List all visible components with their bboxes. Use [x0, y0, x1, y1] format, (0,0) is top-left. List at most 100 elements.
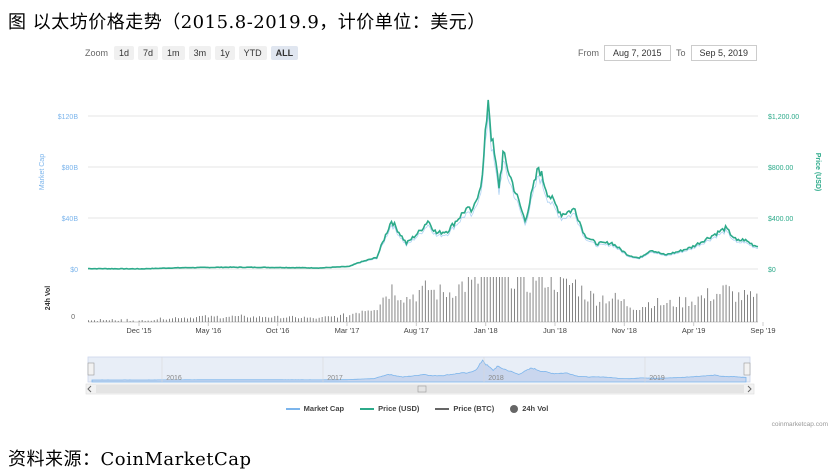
- volume-bar: [126, 318, 128, 322]
- volume-bar: [697, 296, 699, 322]
- price-usd-swatch: [360, 407, 375, 410]
- volume-bar: [330, 316, 332, 322]
- volume-bar: [190, 317, 191, 322]
- volume-bar: [685, 297, 687, 322]
- volume-bar: [507, 277, 509, 322]
- volume-bar: [102, 320, 104, 322]
- volume-bar: [541, 277, 543, 322]
- y-left-tick-label: $120B: [58, 114, 79, 121]
- zoom-label: Zoom: [85, 48, 109, 58]
- volume-bar: [352, 313, 354, 322]
- volume-bar: [575, 279, 576, 322]
- volume-bar: [156, 319, 158, 322]
- legend-label: 24h Vol: [522, 404, 549, 413]
- volume-bar: [292, 315, 293, 322]
- volume-bar: [572, 283, 573, 322]
- zoom-3m-button[interactable]: 3m: [188, 46, 212, 60]
- volume-bar: [193, 318, 194, 322]
- volume-bar: [144, 320, 146, 322]
- volume-bar: [306, 317, 308, 322]
- volume-bar: [707, 288, 709, 322]
- volume-bar: [756, 293, 758, 322]
- volume-bar: [201, 315, 203, 322]
- volume-bar: [237, 316, 239, 322]
- zoom-7d-button[interactable]: 7d: [138, 46, 159, 60]
- zoom-1y-button[interactable]: 1y: [215, 46, 235, 60]
- figure-caption: 图 以太坊价格走势（2015.8-2019.9，计价单位：美元）: [8, 12, 486, 33]
- zoom-ytd-button[interactable]: YTD: [238, 46, 267, 60]
- from-label: From: [578, 48, 599, 58]
- volume-bar: [753, 296, 754, 322]
- volume-bar: [262, 317, 263, 322]
- volume-bar: [94, 320, 95, 322]
- volume-bar: [298, 318, 299, 322]
- volume-bar: [256, 317, 257, 322]
- volume-bar: [654, 306, 655, 322]
- volume-bar: [427, 290, 429, 322]
- volume-bar: [409, 299, 411, 322]
- volume-bar: [590, 290, 592, 322]
- volume-bar: [694, 305, 696, 322]
- volume-bar: [529, 292, 531, 322]
- volume-bar: [385, 296, 387, 322]
- legend-item-price-usd[interactable]: Price (USD): [360, 404, 419, 413]
- volume-bar: [312, 318, 314, 322]
- volume-bar: [280, 318, 282, 322]
- volume-bar: [617, 299, 619, 322]
- volume-bar: [446, 297, 447, 322]
- volume-bar: [663, 305, 665, 322]
- volume-bar: [382, 297, 384, 322]
- volume-bar: [504, 277, 506, 322]
- navigator-year-label: 2019: [649, 375, 665, 382]
- volume-bar: [228, 316, 230, 322]
- volume-bar: [96, 321, 98, 322]
- volume-bar: [700, 295, 702, 322]
- volume-bar: [608, 301, 610, 322]
- volume-bar: [648, 302, 649, 322]
- volume-bar: [303, 316, 305, 322]
- to-date-input[interactable]: Sep 5, 2019: [690, 45, 758, 61]
- zoom-all-button[interactable]: ALL: [270, 46, 299, 60]
- volume-bar: [274, 316, 276, 322]
- legend-item-price-btc[interactable]: Price (BTC): [435, 404, 494, 413]
- legend: Market Cap Price (USD) Price (BTC) 24h V…: [0, 404, 834, 413]
- volume-bar: [321, 317, 323, 322]
- volume-bar: [716, 293, 718, 322]
- volume-bar: [623, 299, 625, 322]
- scroll-right-arrow-icon: [747, 385, 752, 393]
- volume-bar: [559, 277, 561, 322]
- navigator-right-handle: [743, 362, 751, 376]
- volume-bar: [349, 315, 351, 322]
- volume-bar: [379, 304, 381, 322]
- zoom-1d-button[interactable]: 1d: [114, 46, 135, 60]
- volume-bar: [474, 277, 476, 322]
- volume-bar: [355, 312, 357, 322]
- price-btc-swatch: [435, 407, 450, 410]
- volume-bar: [388, 298, 390, 322]
- volume-bar: [219, 318, 221, 322]
- chart-area: Market Cap Price (USD) 24h Vol 0 $0 $40B $…: [39, 99, 821, 395]
- volume-bar: [679, 296, 680, 322]
- volume-bar: [391, 284, 393, 322]
- volume-tick-label: 0: [71, 314, 75, 321]
- legend-item-24h-vol[interactable]: 24h Vol: [510, 404, 548, 413]
- to-label: To: [676, 48, 686, 58]
- zoom-1m-button[interactable]: 1m: [162, 46, 185, 60]
- volume-bar: [216, 315, 218, 322]
- volume-bar: [436, 299, 438, 322]
- volume-bar: [412, 294, 414, 322]
- volume-bar: [147, 320, 149, 322]
- volume-bar: [88, 320, 89, 322]
- legend-label: Price (USD): [378, 404, 420, 413]
- volume-bar: [688, 306, 690, 322]
- volume-bar: [464, 291, 466, 322]
- volume-bar: [153, 320, 155, 322]
- volume-bar: [741, 300, 743, 322]
- volume-bar: [439, 284, 441, 322]
- from-date-input[interactable]: Aug 7, 2015: [604, 45, 671, 61]
- volume-bar: [660, 305, 662, 322]
- volume-bar: [599, 301, 601, 322]
- volume-bar: [111, 319, 113, 322]
- volume-bar: [213, 316, 215, 322]
- legend-item-market-cap[interactable]: Market Cap: [285, 404, 344, 413]
